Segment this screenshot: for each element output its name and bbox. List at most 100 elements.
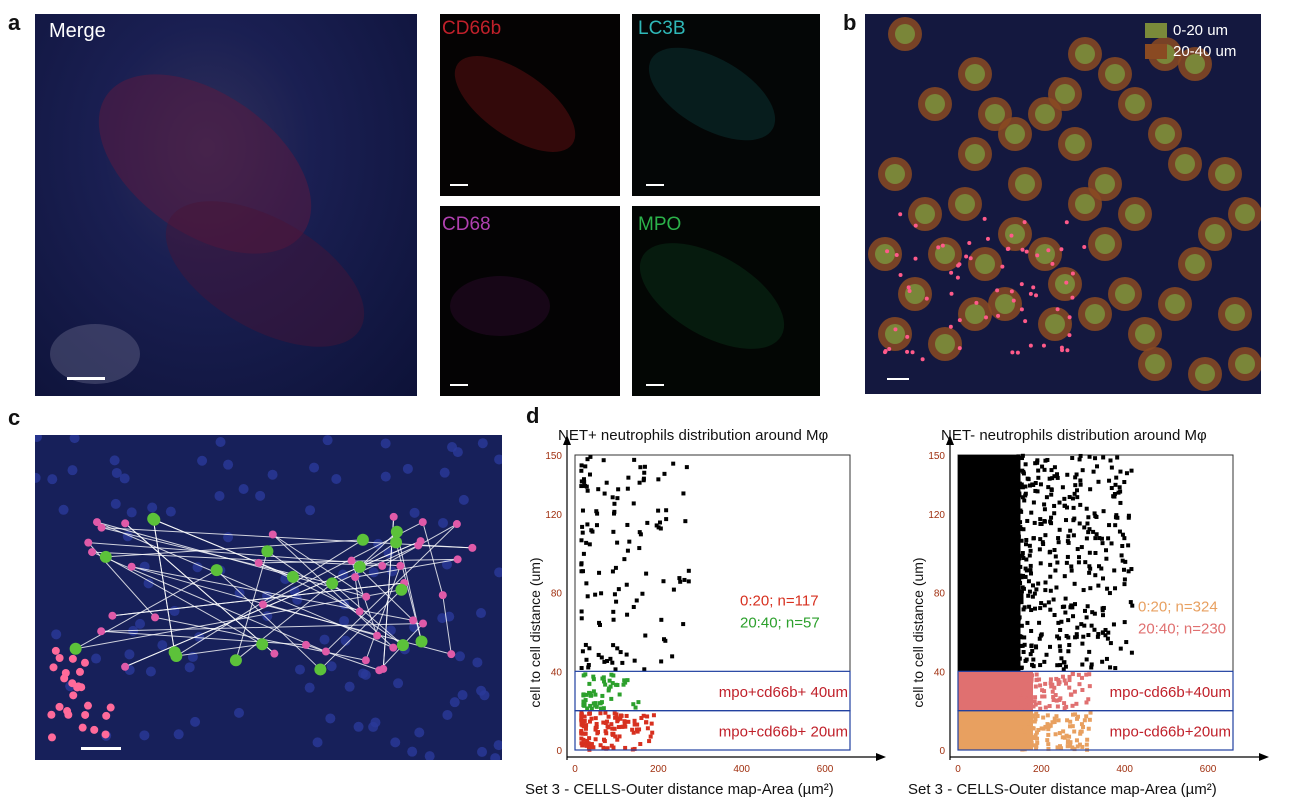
distance-ring-inner [925,94,945,114]
data-point-over-40 [1092,627,1097,632]
nucleus-dot [438,517,449,528]
data-point-over-40 [1083,560,1088,565]
distance-ring-inner [1125,204,1145,224]
data-point-over-40 [1113,482,1118,487]
data-point-over-40 [1077,555,1082,560]
x-axis-arrow [876,753,886,761]
data-point-0-20 [1046,742,1051,747]
data-point-over-40 [1016,471,1021,476]
data-point-0-20 [1019,711,1024,716]
data-point-over-40 [1052,613,1057,618]
data-point-20-40 [589,693,594,698]
data-point-over-40 [582,479,587,484]
data-point-over-40 [1122,480,1127,485]
data-point-over-40 [1046,485,1051,490]
data-point-over-40 [586,662,591,667]
network-node [97,627,106,636]
distance-ring-inner [1185,254,1205,274]
data-point-0-20 [1054,714,1059,719]
data-point-0-20 [1057,731,1062,736]
data-point-20-40 [621,682,626,687]
data-point-20-40 [615,683,620,688]
cell-dot [1000,264,1005,269]
data-point-over-40 [1070,605,1075,610]
data-point-over-40 [1115,455,1120,460]
data-point-over-40 [1016,616,1021,621]
data-point-over-40 [1023,491,1028,496]
cell-dot [995,288,1000,293]
network-node [389,512,398,521]
data-point-20-40 [1021,698,1026,703]
data-point-20-40 [591,677,596,682]
legend-label-20-40: 20-40 um [1173,43,1237,60]
nucleus-dot [190,716,201,727]
data-point-over-40 [1031,500,1036,505]
data-point-over-40 [1118,500,1123,505]
data-point-over-40 [597,570,602,575]
data-point-0-20 [635,729,640,734]
data-point-over-40 [1048,519,1053,524]
distance-ring-inner [1205,224,1225,244]
data-point-20-40 [1055,704,1060,709]
count-annotation: 0:20; n=117 [740,592,819,609]
data-point-over-40 [579,463,584,468]
data-point-over-40 [1107,591,1112,596]
data-point-0-20 [1035,736,1040,741]
data-point-over-40 [1101,455,1106,460]
data-point-over-40 [1078,502,1083,507]
network-node [438,591,447,600]
data-point-0-20 [593,737,598,742]
nucleus-dot [91,653,102,664]
data-point-over-40 [1015,577,1020,582]
network-node [97,523,106,532]
network-edge [359,531,398,568]
data-point-over-40 [1048,607,1053,612]
data-point-over-40 [1123,559,1128,564]
data-point-over-40 [1024,657,1029,662]
nucleus-dot [109,455,120,466]
data-point-over-40 [1071,533,1076,538]
network-node [321,647,330,656]
cell-dot [1022,220,1027,225]
data-point-over-40 [586,665,591,670]
network-node [378,561,387,570]
x-tick-label: 600 [1200,764,1217,775]
data-point-0-20 [598,743,603,748]
network-edge [154,519,294,578]
cell-dot [1046,248,1051,253]
data-point-over-40 [1021,586,1026,591]
data-point-over-40 [1015,640,1020,645]
network-node [415,635,428,648]
data-point-over-40 [1128,600,1133,605]
data-point-0-20 [1026,725,1031,730]
data-point-0-20 [1086,726,1091,731]
data-point-20-40 [1084,672,1089,677]
data-point-over-40 [637,546,642,551]
nucleus-dot [145,666,156,677]
data-point-over-40 [1023,574,1028,579]
nucleus-dot [35,472,41,483]
data-point-0-20 [591,745,596,750]
network-node [326,577,339,590]
network-edge [258,558,458,564]
data-point-over-40 [1080,641,1085,646]
network-node [229,654,242,667]
data-point-over-40 [1018,581,1023,586]
data-point-over-40 [632,457,637,462]
data-point-over-40 [599,655,604,660]
data-point-over-40 [1082,608,1087,613]
cell-dot [1006,246,1011,251]
data-point-0-20 [1060,735,1065,740]
data-point-over-40 [610,569,615,574]
network-node [347,556,356,565]
data-point-over-40 [1089,623,1094,628]
cell-dot [967,240,972,245]
data-point-over-40 [1078,482,1083,487]
data-point-20-40 [1033,684,1038,689]
data-point-0-20 [1029,740,1034,745]
data-point-over-40 [1064,633,1069,638]
data-point-over-40 [1092,511,1097,516]
cell-dot [957,346,962,351]
data-point-over-40 [612,509,617,514]
data-point-0-20 [634,727,639,732]
